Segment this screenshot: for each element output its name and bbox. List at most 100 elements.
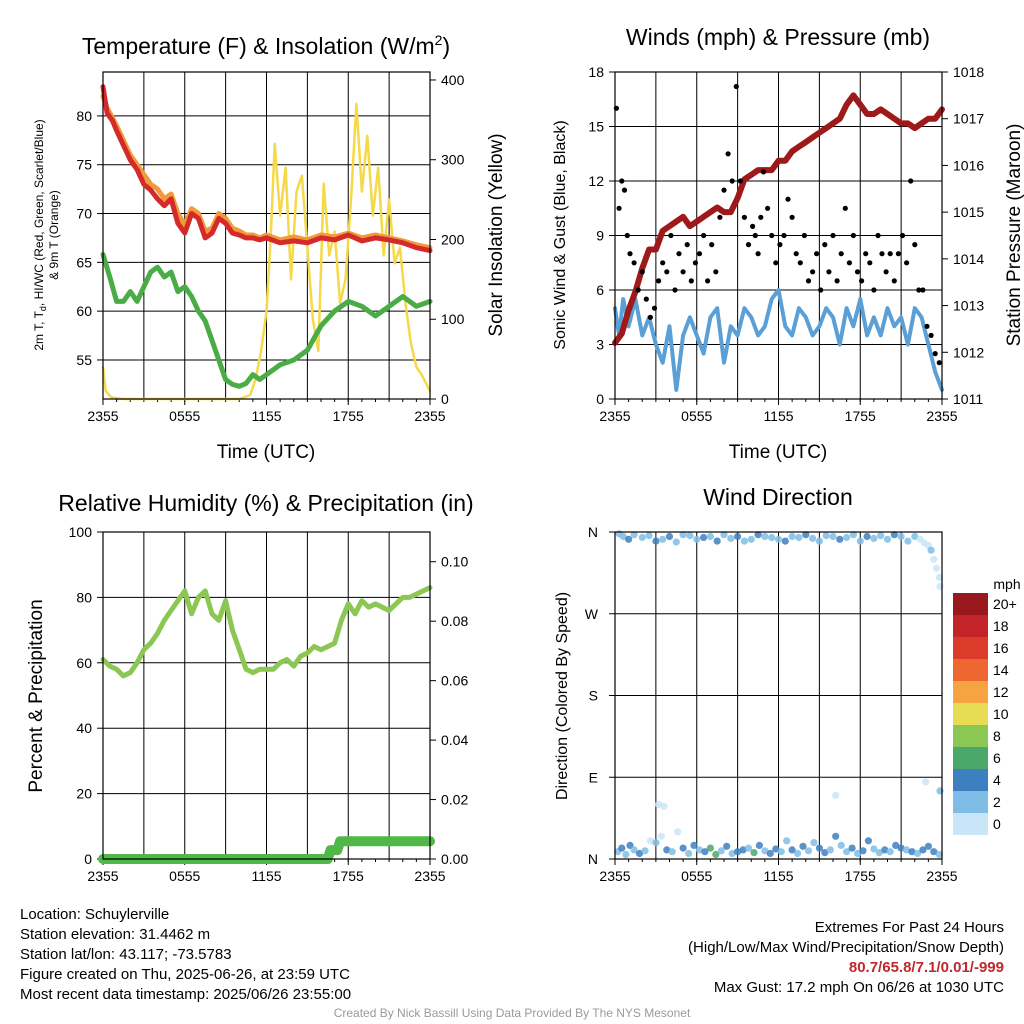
gust-point [725, 151, 731, 157]
direction-point [750, 849, 758, 857]
right-y-tick-label: 1013 [953, 298, 984, 314]
direction-point [727, 534, 735, 543]
gust-point [688, 278, 694, 284]
right-y-tick-label: 1016 [953, 157, 984, 173]
direction-tick-label: N [588, 851, 598, 867]
gust-point [834, 278, 840, 284]
latlon-text: Station lat/lon: 43.117; -73.5783 [20, 946, 232, 963]
left-y-tick-label: 100 [69, 524, 93, 540]
gust-point [899, 232, 906, 239]
plot-frame [102, 531, 431, 860]
left-y-tick-label: 60 [76, 655, 92, 671]
temperature-ylabel-part1: 2m T, T [32, 310, 46, 350]
direction-point [836, 535, 844, 543]
dewpoint-line [100, 252, 433, 389]
direction-point [930, 555, 938, 563]
gust-point [916, 287, 922, 293]
colorbar-label: 16 [993, 640, 1009, 656]
direction-point [930, 848, 938, 856]
colorbar-swatch [953, 681, 988, 703]
gust-point [801, 232, 808, 239]
direction-point [668, 848, 676, 856]
gust-point [717, 214, 723, 220]
station-info: Location: Schuylerville Station elevatio… [20, 905, 351, 1005]
direction-point [665, 532, 674, 541]
direction-point [875, 849, 883, 857]
direction-point [638, 533, 646, 542]
elevation-text: Station elevation: 31.4462 m [20, 926, 211, 943]
x-tick-label: 1755 [333, 868, 364, 884]
x-tick-label: 1155 [251, 868, 281, 884]
direction-point [774, 535, 783, 543]
gust-point [752, 232, 758, 239]
left-y-tick-label: 0 [84, 851, 92, 867]
direction-point [679, 531, 687, 539]
right-y-tick-label: 1018 [953, 64, 984, 80]
direction-tick-label: N [588, 524, 598, 540]
direction-point [799, 842, 807, 850]
gust-point [627, 251, 633, 257]
left-y-tick-label: 55 [76, 352, 92, 368]
direction-point [700, 533, 708, 542]
direction-point [777, 848, 785, 856]
direction-point [618, 844, 626, 852]
direction-point [646, 837, 655, 845]
direction-point [755, 841, 764, 850]
right-y-tick-label: 0.06 [441, 673, 468, 689]
direction-point [674, 828, 682, 836]
x-tick-label: 2355 [926, 408, 957, 424]
humidity-title: Relative Humidity (%) & Precipitation (i… [58, 490, 473, 516]
x-tick-label: 2355 [414, 408, 445, 424]
right-y-tick-label: 0.02 [441, 792, 468, 808]
colorbar-label: 4 [993, 772, 1001, 788]
temperature-ylabel-left: 2m T, Td, HI/WC (Red, Green, Scarlet/Blu… [32, 119, 48, 350]
direction-point [788, 532, 796, 541]
direction-point [788, 846, 796, 854]
direction-point [630, 531, 638, 539]
direction-point [849, 531, 858, 539]
gust-point [920, 287, 926, 293]
gust-point [733, 83, 739, 90]
direction-point [734, 532, 742, 541]
left-y-tick-label: 80 [76, 589, 92, 605]
right-y-tick-label: 100 [441, 311, 465, 327]
colorbar-swatch [953, 725, 988, 747]
x-tick-label: 1155 [763, 868, 793, 884]
winds-panel: Winds (mph) & Pressure (mb) Sonic Wind &… [552, 24, 1024, 463]
extremes-info: Extremes For Past 24 Hours (High/Low/Max… [688, 918, 1004, 998]
direction-point [843, 848, 851, 856]
gust-point [709, 242, 715, 248]
direction-point [768, 533, 776, 542]
rh-line [100, 585, 433, 679]
left-y-tick-label: 6 [596, 282, 604, 298]
direction-point [924, 842, 933, 850]
x-tick-label: 2355 [926, 868, 957, 884]
direction-point [744, 844, 753, 852]
direction-point [864, 837, 873, 845]
direction-point [717, 847, 725, 855]
colorbar-label: 8 [993, 728, 1001, 744]
direction-point [630, 846, 638, 854]
right-y-tick-label: 0.04 [441, 732, 468, 748]
direction-point [652, 839, 660, 847]
direction-point [659, 535, 667, 543]
gust-point [773, 260, 779, 266]
direction-point [720, 531, 728, 539]
colorbar-swatch [953, 769, 988, 791]
direction-point [815, 537, 824, 545]
left-y-tick-label: 70 [76, 206, 92, 222]
direction-point [821, 849, 829, 857]
right-y-tick-label: 0 [441, 391, 449, 407]
direction-point [897, 532, 905, 541]
colorbar-label: 12 [993, 684, 1009, 700]
direction-point [679, 844, 687, 852]
direction-point [712, 850, 720, 859]
temperature-title-text: Temperature (F) & Insolation (W/m [82, 33, 435, 59]
gust-point [895, 251, 902, 257]
gust-point [838, 251, 844, 257]
direction-point [810, 839, 818, 847]
winds-ylabel-left: Sonic Wind & Gust (Blue, Black) [552, 120, 569, 349]
temperature-ylabel-sub: d [38, 306, 48, 311]
gust-point [696, 251, 703, 257]
direction-point [832, 791, 840, 800]
